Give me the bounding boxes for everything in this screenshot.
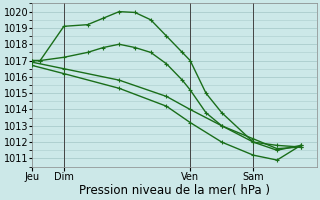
X-axis label: Pression niveau de la mer( hPa ): Pression niveau de la mer( hPa ) — [79, 184, 270, 197]
